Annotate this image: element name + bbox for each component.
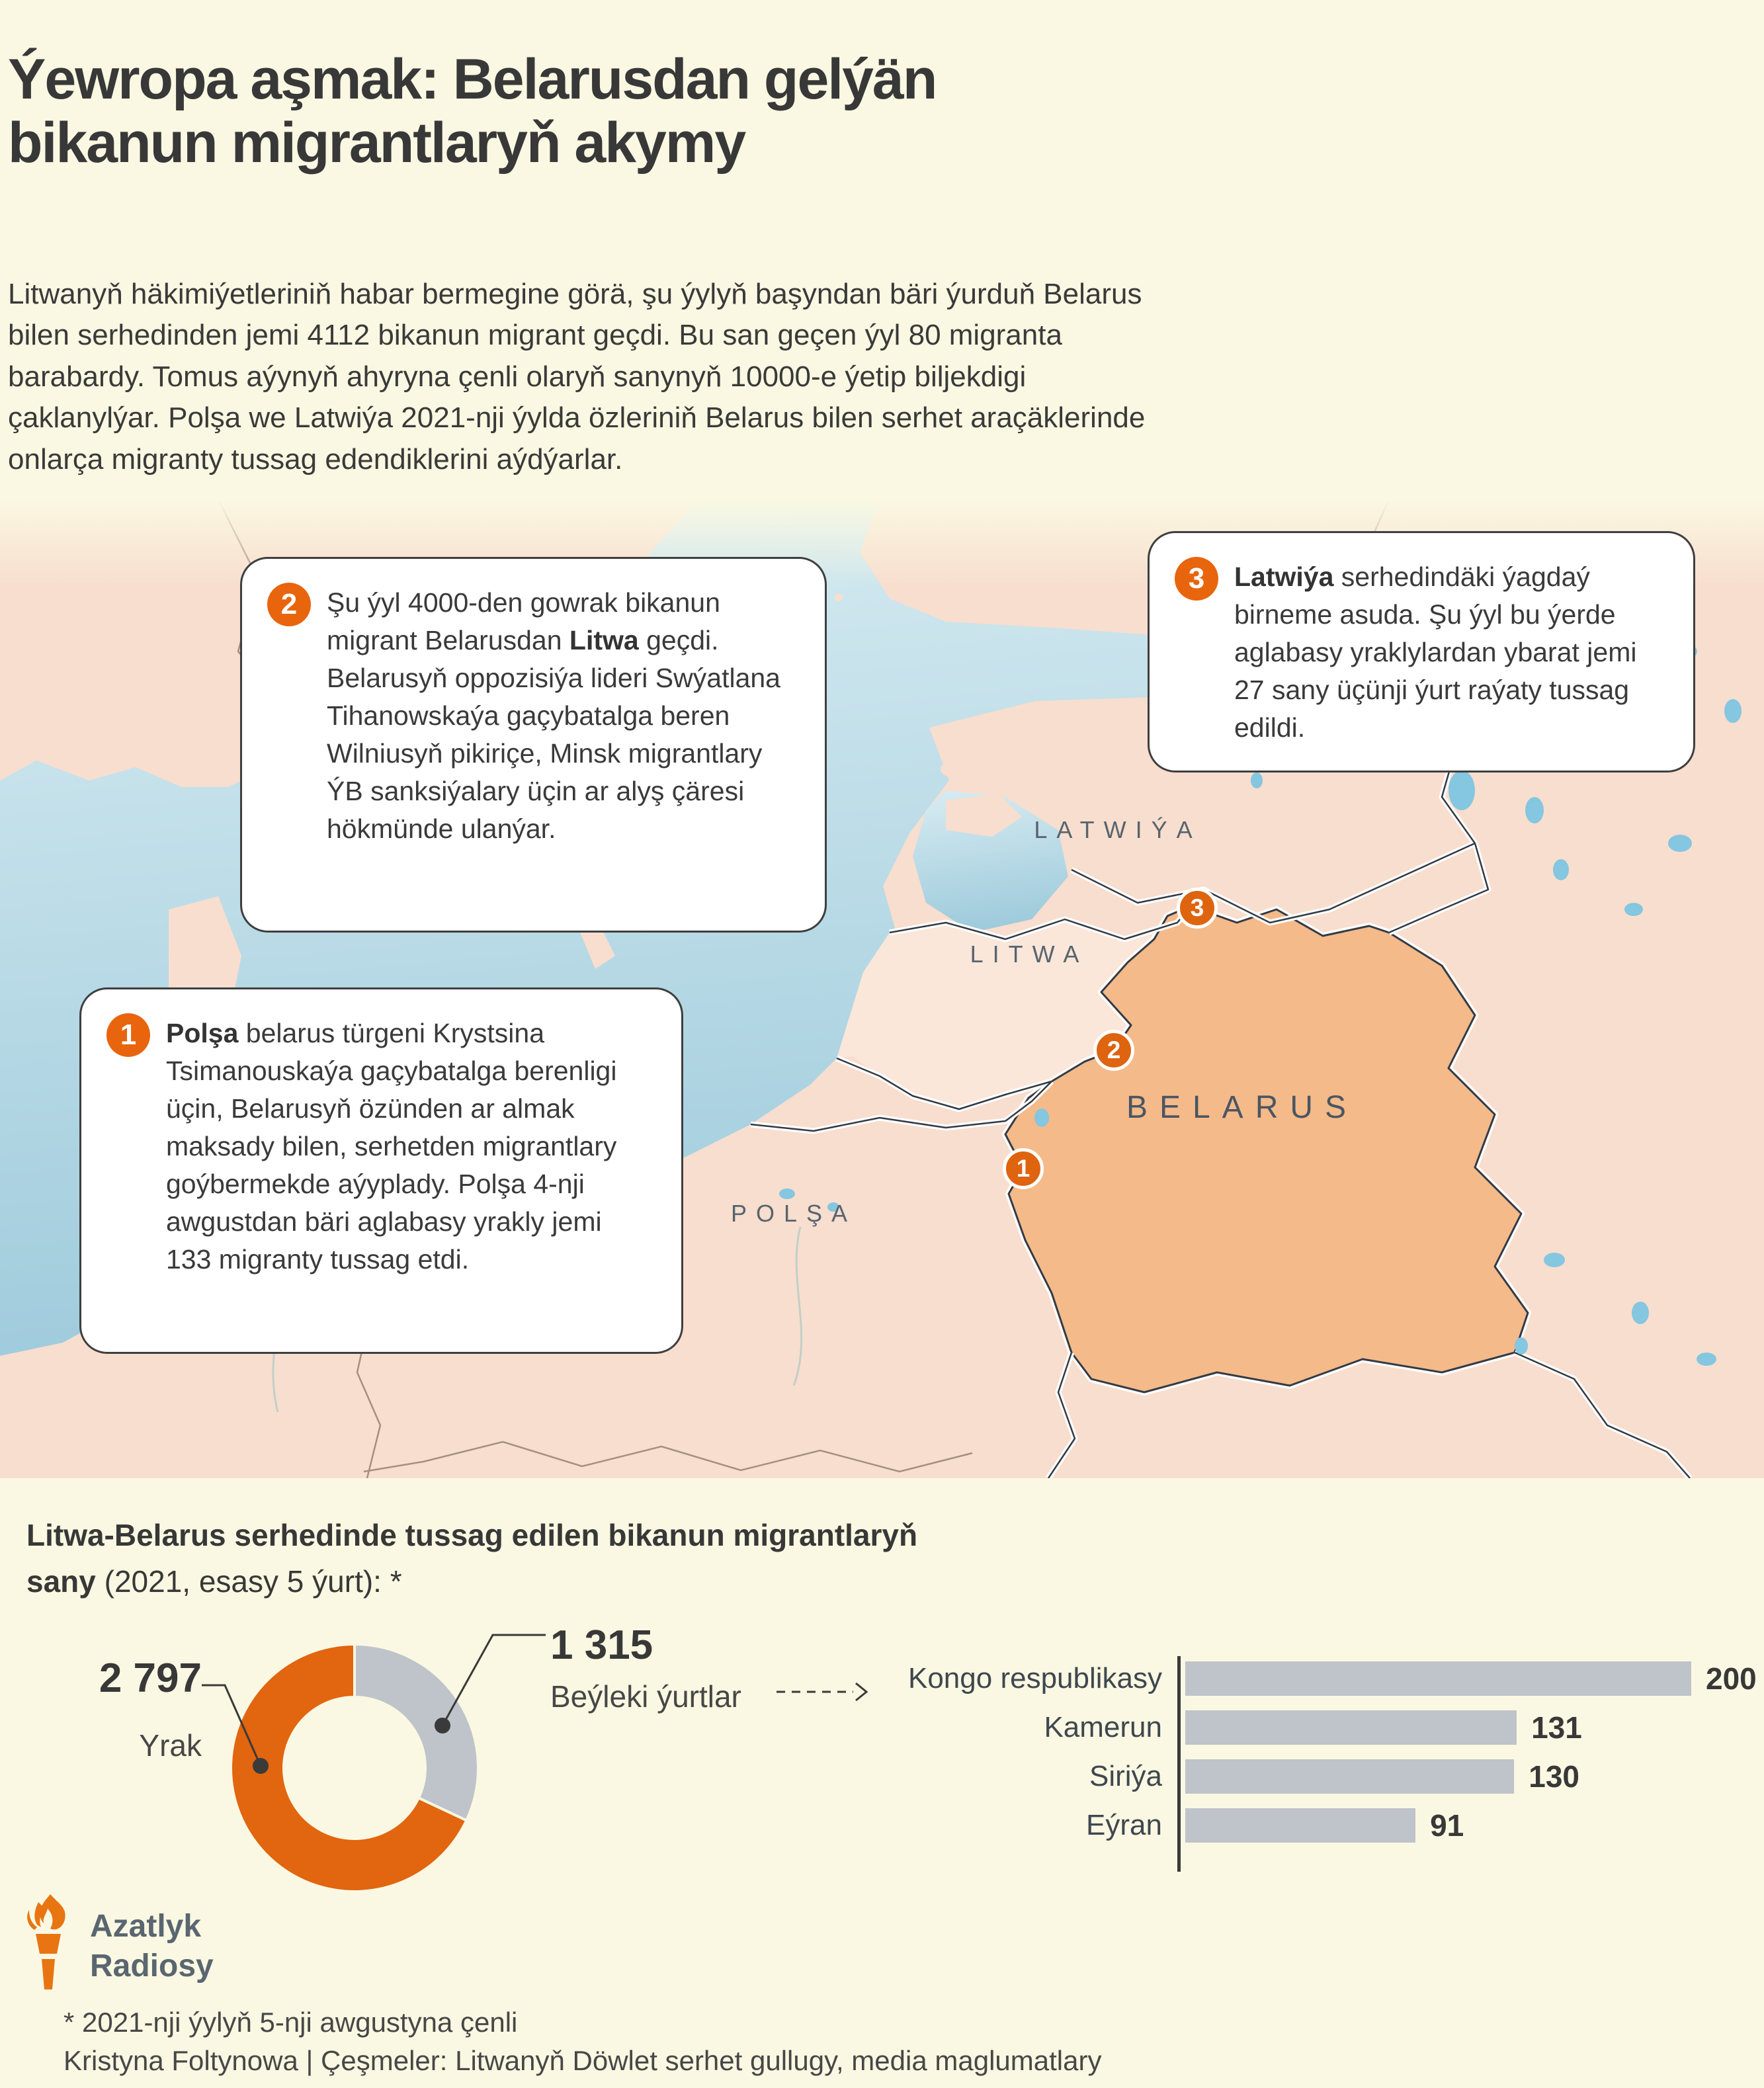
bar-chart: 200 131 130 91 <box>1185 1661 1757 1857</box>
intro-paragraph: Litwanyň häkimiýetleriniň habar bermegin… <box>8 278 1146 476</box>
leader-line-other <box>441 1634 546 1726</box>
map-label-latwiya: LATWIÝA <box>1034 816 1201 843</box>
callout-number-badge: 2 <box>267 583 311 626</box>
chart-annotations <box>202 1634 868 1774</box>
bar-row: 91 <box>1185 1808 1757 1843</box>
bar-row: 130 <box>1185 1759 1757 1794</box>
island-hiiumaa <box>941 760 975 778</box>
callout-text: Latwiýa serhedindäki ýagdaý birneme asud… <box>1234 557 1665 747</box>
chart-title-rest: (2021, esasy 5 ýurt): * <box>104 1564 402 1599</box>
torch-logo-icon <box>27 1894 65 1989</box>
bar-label: Kamerun <box>1044 1711 1162 1743</box>
bar-row: 131 <box>1185 1710 1757 1745</box>
map-marker-2: 2 <box>1093 1030 1134 1071</box>
donut-value-iraq: 2 797 <box>99 1655 202 1701</box>
bar <box>1185 1661 1691 1696</box>
map-marker-3: 3 <box>1177 888 1218 929</box>
map-marker-1: 1 <box>1003 1148 1044 1189</box>
callout-text-bold: Litwa <box>569 625 639 655</box>
leader-line-iraq <box>202 1684 262 1767</box>
map-label-belarus: BELARUS <box>1126 1090 1358 1125</box>
donut-label-other: Beýleki ýurtlar <box>550 1679 741 1714</box>
page-title: Ýewropa aşmak: Belarusdan gelýän bikanun… <box>8 47 937 175</box>
bar-value: 200 <box>1706 1661 1757 1696</box>
map-label-polsha: POLŞA <box>731 1200 857 1227</box>
logo-text-line1: Azatlyk <box>90 1909 202 1944</box>
chart-title-bold: Litwa-Belarus serhedinde tussag edilen b… <box>26 1518 918 1599</box>
callout-text: Polşa belarus türgeni Krystsina Tsimanou… <box>166 1013 653 1278</box>
callout-text-post: serhedindäki ýagdaý birneme asuda. Şu ýy… <box>1234 562 1637 743</box>
island-saaremaa <box>946 794 1022 837</box>
bar-chart-axis <box>1177 1656 1181 1872</box>
leader-dot-other <box>435 1718 450 1733</box>
bar <box>1185 1759 1515 1794</box>
donut-chart <box>230 1642 480 1893</box>
donut-label-iraq: Yrak <box>139 1728 202 1763</box>
footnote-credits: Kristyna Foltynowa | Çeşmeler: Litwanyň … <box>63 2045 1102 2076</box>
callout-text-bold: Polşa <box>166 1018 239 1048</box>
chart-title: Litwa-Belarus serhedinde tussag edilen b… <box>26 1513 952 1605</box>
bar-label: Kongo respublikasy <box>907 1662 1162 1694</box>
callout-latwiya: 3 Latwiýa serhedindäki ýagdaý birneme as… <box>1148 531 1695 773</box>
footnote-asterisk: * 2021-nji ýylyň 5-nji awgustyna çenli <box>63 2007 518 2038</box>
donut-slice-Yrak <box>230 1642 468 1893</box>
bar-value: 131 <box>1531 1710 1582 1745</box>
callout-polsha: 1 Polşa belarus türgeni Krystsina Tsiman… <box>79 987 683 1354</box>
logo-text-line2: Radiosy <box>90 1948 214 1984</box>
arrow-head-icon <box>855 1682 868 1702</box>
bar-row: 200 <box>1185 1661 1757 1696</box>
donut-value-other: 1 315 <box>550 1622 653 1668</box>
map-label-litwa: LITWA <box>970 940 1089 968</box>
callout-text-pre: Şu ýyl 4000-den gowrak bikanun migrant B… <box>327 587 720 655</box>
island-aland-2 <box>835 593 843 601</box>
callout-number-badge: 1 <box>106 1013 150 1057</box>
donut-slice-Beýleki ýurtlar <box>353 1642 480 1823</box>
leader-dot-iraq <box>253 1758 269 1774</box>
callout-text-post: geçdi. Belarusyň oppozisiýa lideri Swýat… <box>327 625 780 844</box>
country-belarus <box>1002 903 1531 1396</box>
bar-chart-labels: Kongo respublikasy Kamerun Siriýa Eýran <box>847 1661 1162 1857</box>
callout-text-post: belarus türgeni Krystsina Tsimanouskaýa … <box>166 1018 617 1274</box>
bar-label: Siriýa <box>1089 1760 1162 1792</box>
bar-value: 130 <box>1529 1759 1579 1794</box>
bar-value: 91 <box>1430 1808 1464 1843</box>
bar <box>1185 1808 1416 1843</box>
bar <box>1185 1710 1517 1745</box>
callout-litwa: 2 Şu ýyl 4000-den gowrak bikanun migrant… <box>240 557 827 933</box>
callout-number-badge: 3 <box>1175 557 1218 601</box>
callout-text: Şu ýyl 4000-den gowrak bikanun migrant B… <box>327 583 797 848</box>
callout-text-bold: Latwiýa <box>1234 562 1334 592</box>
country-lithuania <box>837 906 1191 1109</box>
bar-label: Eýran <box>1086 1809 1162 1841</box>
